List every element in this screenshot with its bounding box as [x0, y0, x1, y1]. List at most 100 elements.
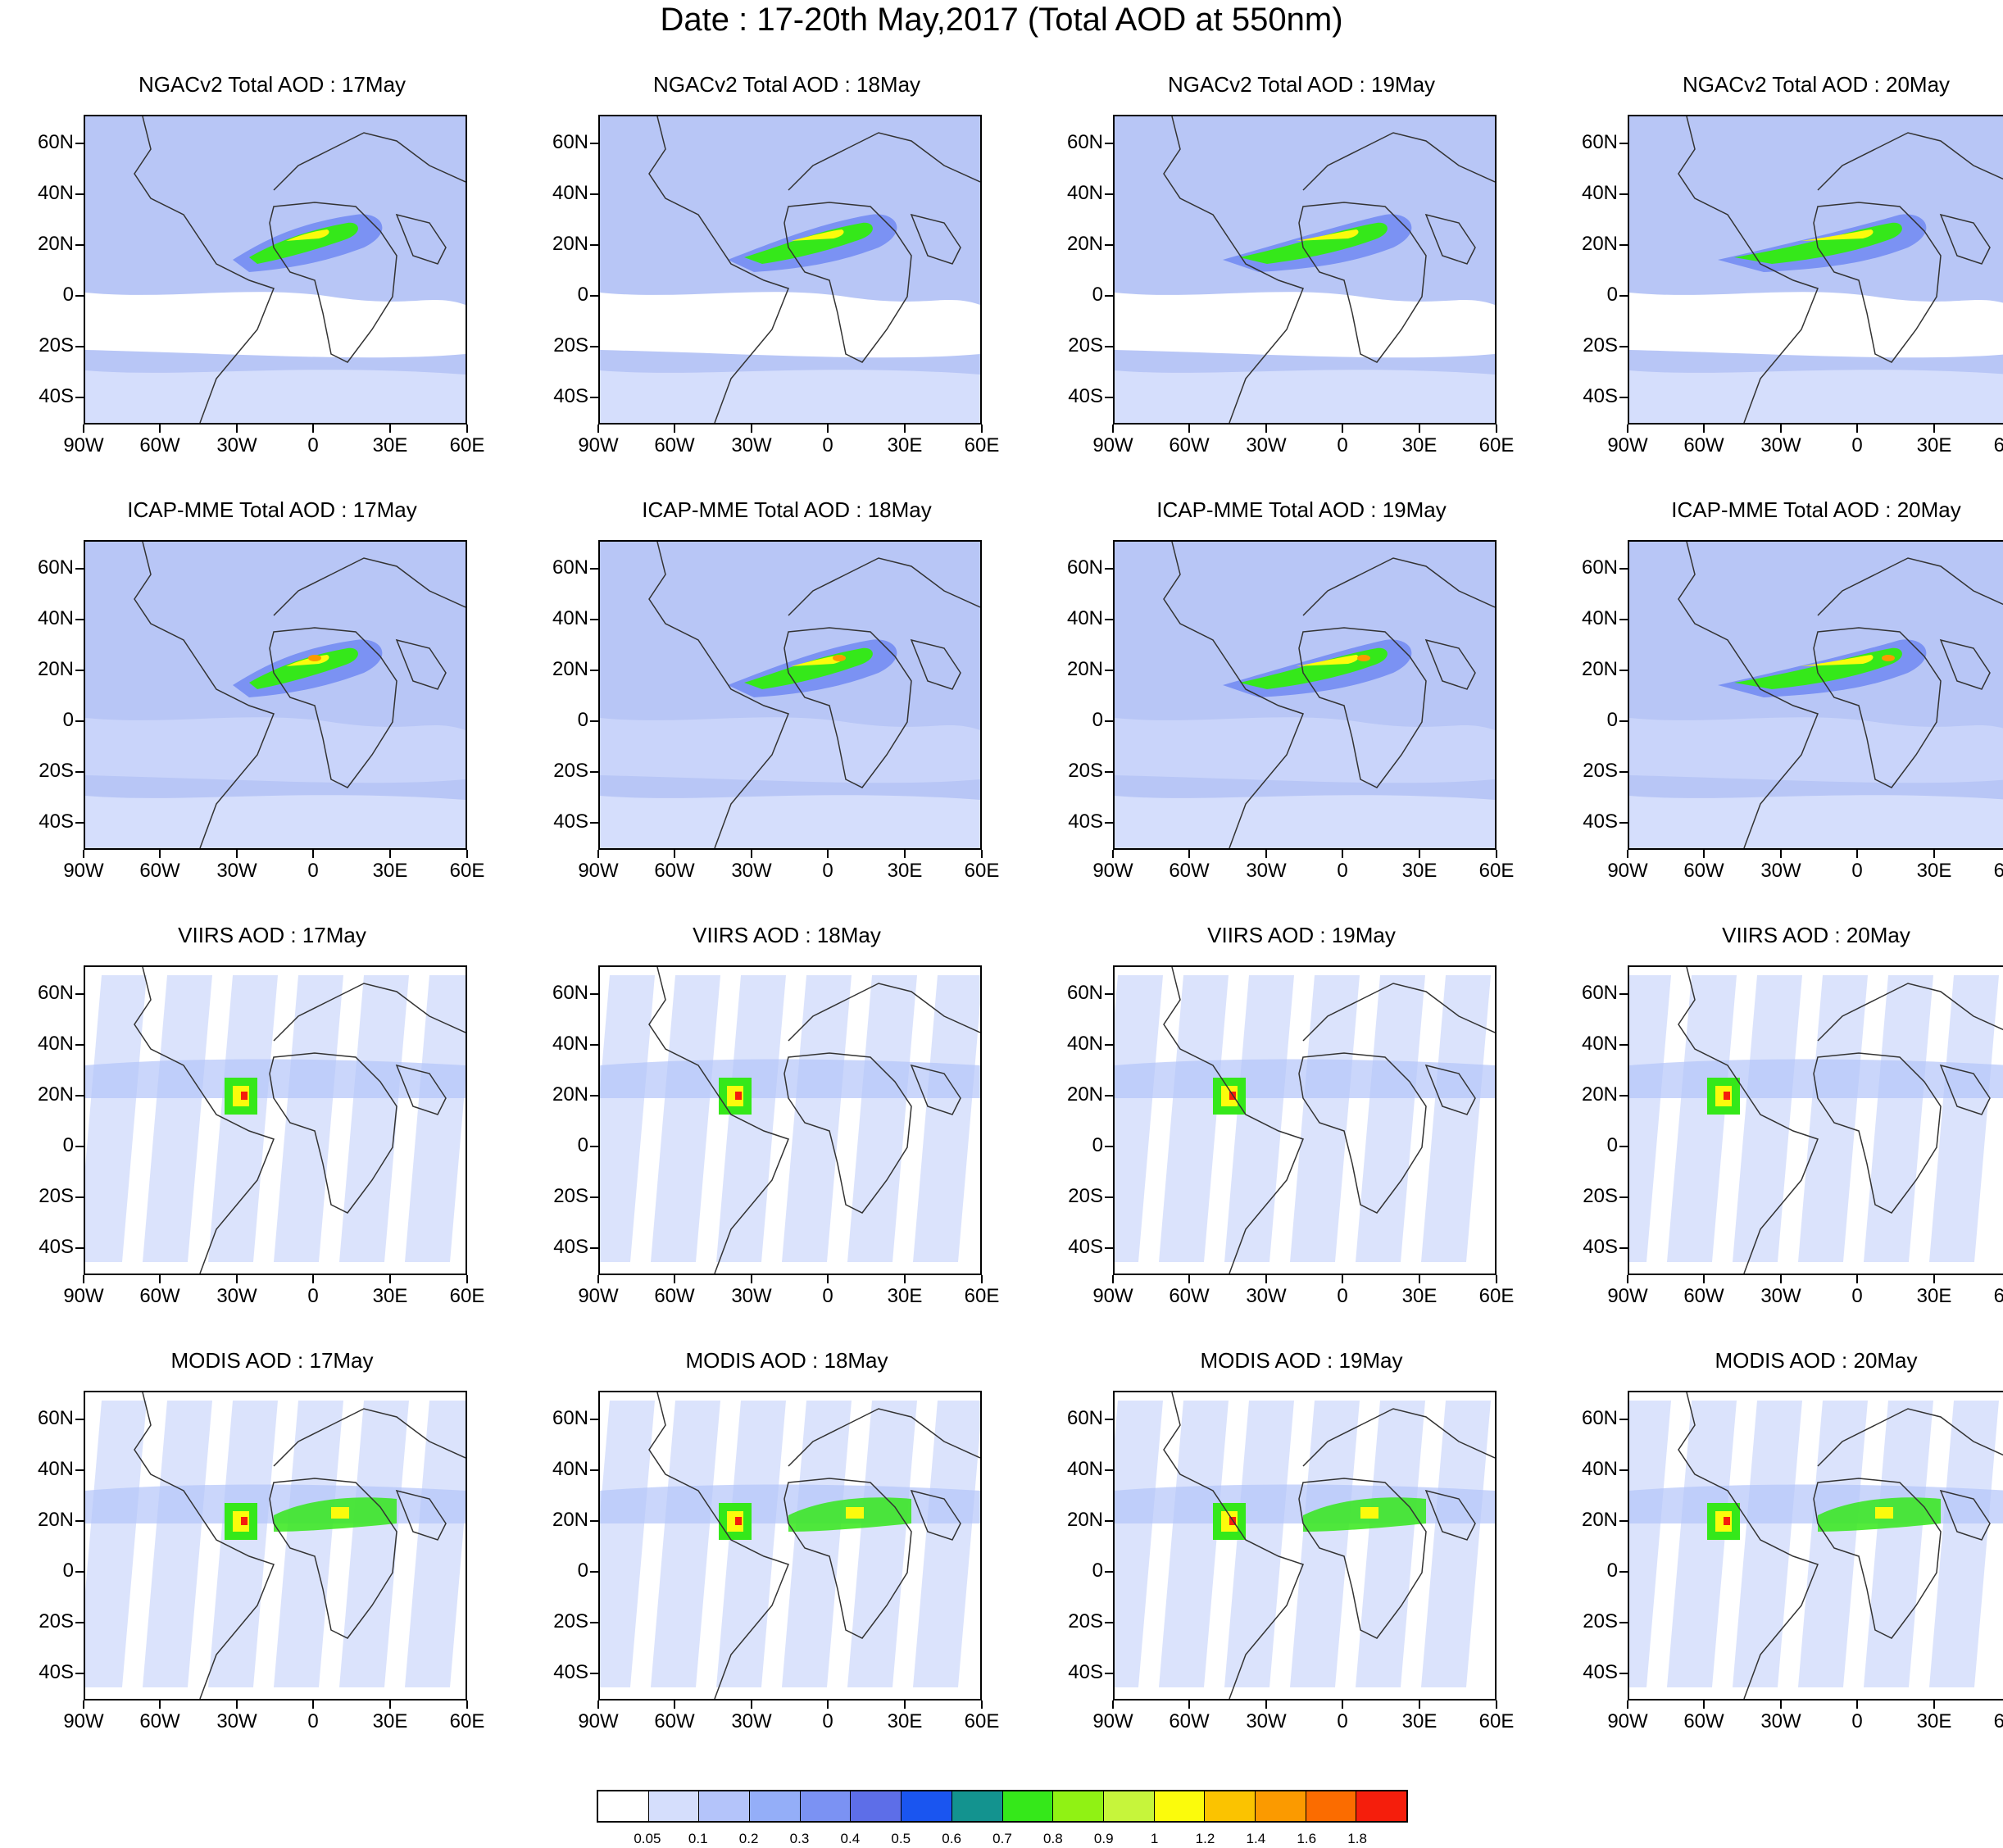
panel-title: ICAP-MME Total AOD : 20May — [1671, 497, 1961, 522]
x-tick-label: 30W — [1246, 434, 1287, 456]
x-tick — [466, 850, 468, 858]
x-tick — [981, 1700, 983, 1709]
panel-title: NGACv2 Total AOD : 17May — [138, 72, 407, 97]
colorbar-box — [1306, 1791, 1357, 1821]
x-tick-label: 30E — [887, 1285, 923, 1307]
y-tick-label: 40N — [1066, 1458, 1103, 1480]
y-tick-label: 40N — [1066, 607, 1103, 629]
x-tick-label: 0 — [1851, 1710, 1863, 1732]
x-tick — [1188, 425, 1190, 433]
x-tick-label: 60E — [1993, 1710, 2003, 1732]
x-tick-label: 30E — [1916, 1710, 1952, 1732]
y-tick — [590, 822, 598, 824]
colorbar-box — [750, 1791, 801, 1821]
y-tick-label: 20N — [37, 658, 74, 680]
aod-map — [1628, 115, 2003, 425]
y-tick — [590, 1196, 598, 1198]
x-tick-label: 0 — [1851, 1285, 1863, 1307]
x-tick — [389, 425, 391, 433]
y-tick — [1105, 193, 1113, 195]
x-tick-label: 90W — [1607, 434, 1648, 456]
y-tick — [1619, 1469, 1628, 1471]
y-tick-label: 40N — [1066, 182, 1103, 204]
x-tick-label: 60W — [654, 434, 695, 456]
x-tick — [827, 1275, 829, 1283]
y-tick-label: 0 — [62, 1560, 74, 1582]
x-tick — [159, 850, 161, 858]
y-tick-label: 20N — [1066, 233, 1103, 255]
y-tick — [590, 1622, 598, 1623]
y-tick — [1105, 1622, 1113, 1623]
y-tick — [75, 1196, 84, 1198]
y-tick — [75, 1520, 84, 1522]
y-tick-label: 20S — [1583, 1610, 1618, 1632]
x-tick-label: 90W — [1092, 860, 1133, 882]
y-tick — [1105, 143, 1113, 144]
x-tick-label: 30W — [1760, 860, 1801, 882]
x-tick — [1627, 425, 1628, 433]
x-tick-label: 30W — [216, 1710, 257, 1732]
y-tick — [590, 1673, 598, 1674]
y-tick — [1105, 295, 1113, 297]
y-tick — [1105, 244, 1113, 246]
aod-map — [598, 540, 982, 850]
y-tick — [75, 619, 84, 620]
y-tick-label: 20S — [39, 1185, 74, 1207]
y-tick — [75, 1419, 84, 1420]
x-tick — [904, 1275, 906, 1283]
x-tick-label: 30W — [1246, 1710, 1287, 1732]
y-tick-label: 0 — [1092, 284, 1103, 306]
x-tick-label: 60E — [964, 860, 1000, 882]
y-tick-label: 40S — [1068, 810, 1103, 833]
y-tick-label: 60N — [37, 982, 74, 1004]
panel-icap-mme-0: ICAP-MME Total AOD : 17May 60N 40N 20N 0 20S 4… — [18, 497, 526, 924]
y-tick — [1619, 1622, 1628, 1623]
x-tick-label: 60E — [449, 434, 485, 456]
x-tick-label: 30E — [372, 434, 408, 456]
y-tick-label: 0 — [1606, 1560, 1618, 1582]
x-tick-label: 0 — [307, 1710, 319, 1732]
colorbar-label: 0.8 — [1043, 1831, 1063, 1846]
colorbar-box — [851, 1791, 902, 1821]
y-tick — [1105, 1146, 1113, 1147]
y-tick-label: 20N — [1066, 658, 1103, 680]
y-tick-label: 20N — [37, 233, 74, 255]
x-tick-label: 60W — [139, 1710, 180, 1732]
x-tick — [83, 850, 84, 858]
x-tick — [83, 425, 84, 433]
y-tick-label: 20N — [1581, 1083, 1618, 1106]
y-tick — [75, 143, 84, 144]
x-tick-label: 60E — [964, 434, 1000, 456]
aod-map — [84, 965, 467, 1275]
y-tick-label: 40S — [1068, 385, 1103, 407]
y-tick-label: 40S — [553, 385, 588, 407]
y-tick — [1105, 1044, 1113, 1046]
y-tick — [1619, 1196, 1628, 1198]
y-tick-label: 40S — [39, 385, 74, 407]
y-tick-label: 20N — [37, 1083, 74, 1106]
y-tick — [1105, 771, 1113, 773]
x-tick-label: 60E — [449, 1710, 485, 1732]
panel-icap-mme-1: ICAP-MME Total AOD : 18May 60N 40N 20N 0 20S 4… — [533, 497, 1041, 924]
colorbar-label: 1.2 — [1195, 1831, 1215, 1846]
x-tick — [597, 1700, 599, 1709]
x-tick — [159, 1275, 161, 1283]
colorbar-box — [1002, 1791, 1054, 1821]
y-tick-label: 20S — [553, 760, 588, 782]
x-tick-label: 90W — [578, 434, 619, 456]
y-tick — [1619, 1520, 1628, 1522]
y-tick — [590, 1146, 598, 1147]
y-tick — [75, 295, 84, 297]
aod-map — [1113, 965, 1497, 1275]
x-tick-label: 90W — [63, 434, 104, 456]
x-tick-label: 30E — [887, 1710, 923, 1732]
y-tick-label: 40N — [1581, 1033, 1618, 1055]
y-tick-label: 20N — [552, 658, 588, 680]
colorbar-box — [1103, 1791, 1155, 1821]
x-tick — [827, 425, 829, 433]
x-tick-label: 0 — [822, 434, 833, 456]
x-tick — [389, 850, 391, 858]
x-tick — [236, 425, 238, 433]
y-tick — [1619, 1247, 1628, 1249]
panel-viirs-2: VIIRS AOD : 19May 60N 40N 20N 0 20S 40S 90W 60W 3… — [1047, 923, 1556, 1349]
